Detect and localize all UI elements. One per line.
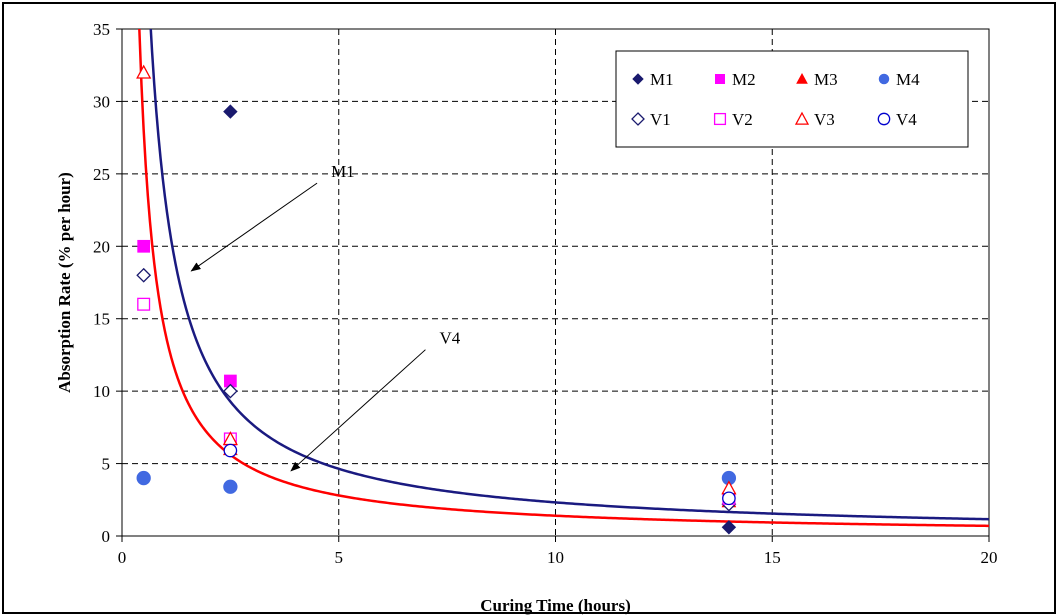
y-tick-label: 15 (93, 310, 110, 329)
legend-label-m4: M4 (896, 70, 920, 89)
legend-label-v4: V4 (896, 110, 917, 129)
fit-curve-v4 (138, 29, 989, 528)
legend-label-v2: V2 (732, 110, 753, 129)
annotations: M1 V4 (190, 162, 461, 472)
legend-item-v2: V2 (713, 110, 753, 129)
point-v2 (137, 297, 151, 311)
legend-marker-m3 (796, 72, 808, 84)
x-axis-title: Curing Time (hours) (480, 596, 631, 615)
legend-label-v1: V1 (650, 110, 671, 129)
x-tick-label: 20 (981, 548, 998, 567)
legend-label-m2: M2 (732, 70, 756, 89)
point-v1 (136, 267, 152, 283)
legend-label-v3: V3 (814, 110, 835, 129)
y-tick-label: 25 (93, 165, 110, 184)
y-axis-title: Absorption Rate (% per hour) (55, 172, 74, 393)
x-tick-label: 5 (335, 548, 344, 567)
y-tick-label: 0 (102, 527, 111, 546)
point-v4 (722, 491, 736, 506)
legend-marker-v3 (794, 111, 810, 125)
series-m1 (223, 104, 737, 535)
series-v4 (223, 443, 736, 506)
series-m2 (137, 239, 736, 505)
series-v1 (136, 267, 737, 512)
legend-item-m2: M2 (715, 70, 756, 89)
legend-marker-v2 (713, 112, 727, 126)
legend-marker-m2 (715, 74, 725, 84)
y-tick-label: 35 (93, 20, 110, 39)
x-tick-label: 10 (547, 548, 564, 567)
legend-item-m1: M1 (632, 70, 674, 89)
series-m4 (136, 470, 737, 494)
axes: 0 5 10 15 20 0 5 10 15 20 25 30 35 (93, 20, 998, 567)
series-m3 (223, 441, 737, 508)
legend-item-v1: V1 (631, 110, 671, 129)
x-tick-label: 15 (764, 548, 781, 567)
point-v1 (222, 383, 238, 399)
annotation-arrow-m1 (190, 182, 318, 272)
point-m2 (137, 239, 151, 253)
point-m1 (721, 520, 737, 535)
legend-box (615, 50, 969, 148)
annotation-label-m1: M1 (331, 162, 355, 181)
legend-item-m4: M4 (878, 70, 920, 89)
y-tick-label: 30 (93, 92, 110, 111)
series-v2 (137, 297, 736, 505)
legend-marker-v4 (877, 112, 891, 126)
legend-marker-m4 (878, 73, 890, 85)
legend-label-m3: M3 (814, 70, 838, 89)
fit-curve-m1 (149, 29, 989, 521)
point-v3 (136, 64, 152, 79)
annotation-arrow-v4 (290, 349, 426, 472)
y-tick-label: 10 (93, 382, 110, 401)
legend-item-m3: M3 (796, 70, 838, 89)
y-tick-label: 5 (102, 455, 111, 474)
y-tick-label: 20 (93, 237, 110, 256)
point-m1 (223, 104, 238, 119)
legend-item-v3: V3 (794, 110, 835, 129)
legend-item-v4: V4 (877, 110, 917, 129)
legend-marker-m1 (632, 73, 644, 85)
legend-label-m1: M1 (650, 70, 674, 89)
fit-curves (138, 29, 989, 528)
legend-marker-v1 (631, 112, 645, 126)
x-tick-label: 0 (118, 548, 127, 567)
point-v4 (223, 443, 238, 458)
data-markers (136, 64, 737, 535)
legend: M1 M2 M3 M4 V1 V2 V3 V4 (615, 50, 969, 148)
point-m4 (136, 470, 151, 486)
annotation-label-v4: V4 (439, 329, 460, 348)
point-m4 (223, 479, 238, 494)
